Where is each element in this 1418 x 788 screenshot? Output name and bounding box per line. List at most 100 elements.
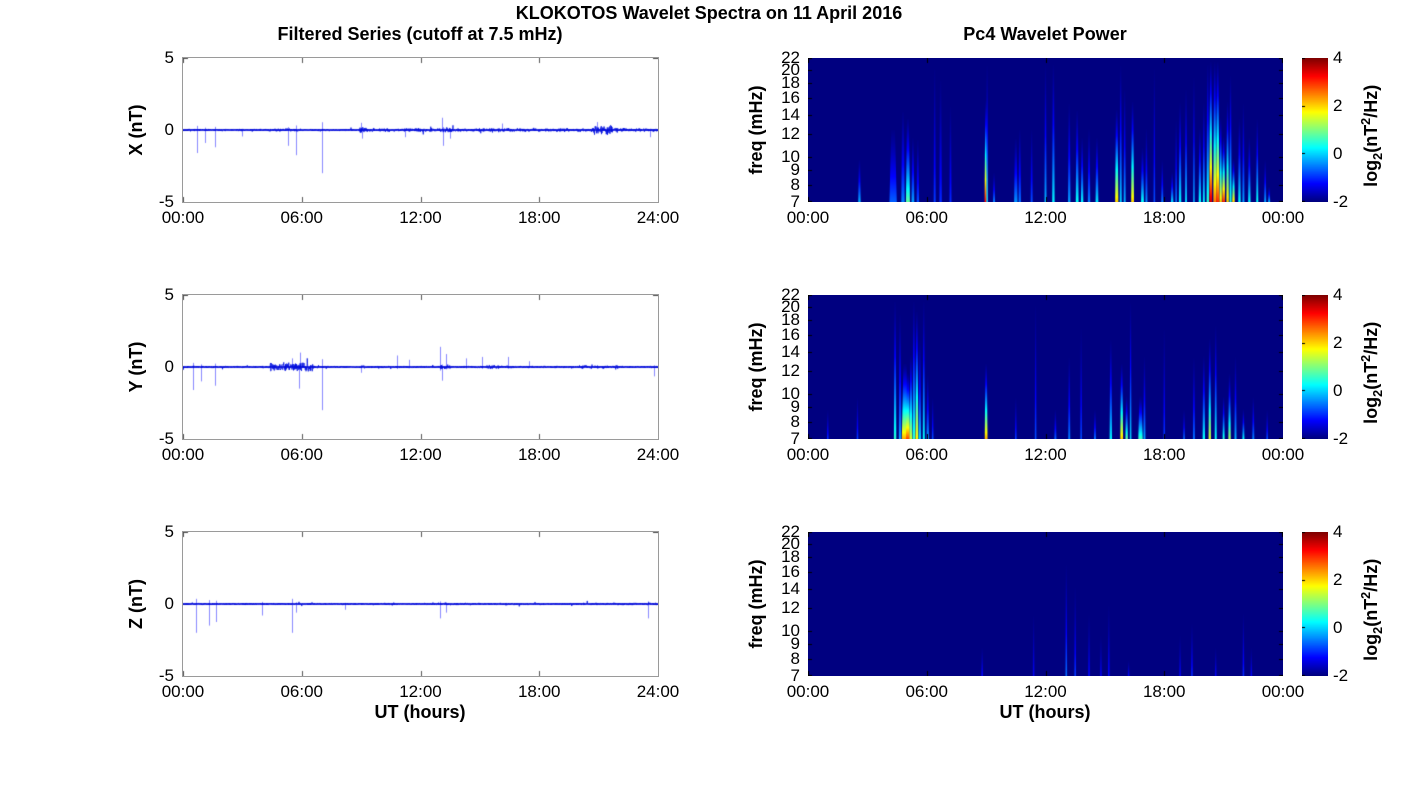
freq-tick-label: 18 [781, 310, 800, 330]
colorbar-tick-label: 2 [1333, 96, 1343, 115]
x-axis-label-right: UT (hours) [999, 702, 1091, 722]
series-panel-x [182, 57, 659, 203]
series-panel-y [182, 294, 659, 440]
x-tick-label-series: 18:00 [517, 682, 561, 701]
colorbar-z [1302, 532, 1328, 676]
x-tick-label-series: 18:00 [517, 208, 561, 227]
freq-tick-label: 20 [781, 533, 800, 553]
x-tick-label-wavelet: 06:00 [905, 445, 949, 464]
freq-tick-label: 8 [790, 649, 800, 669]
colorbar-tick-label: -2 [1333, 429, 1349, 448]
x-tick-label-series: 00:00 [161, 445, 205, 464]
colorbar-x [1302, 58, 1328, 202]
freq-tick-label: 10 [781, 384, 800, 404]
colorbar-gradient-z [1302, 532, 1328, 676]
figure-title: KLOKOTOS Wavelet Spectra on 11 April 201… [515, 3, 903, 23]
freq-tick-label: 22 [781, 522, 800, 541]
colorbar-tick-label: 4 [1333, 285, 1343, 304]
freq-tick-label: 14 [781, 104, 800, 124]
colorbar-tick-label: 0 [1333, 381, 1343, 400]
y-tick-label-series: 5 [164, 48, 174, 67]
x-tick-label-wavelet: 00:00 [786, 208, 830, 227]
wavelet-panel-z [808, 532, 1283, 676]
freq-tick-label: 8 [790, 412, 800, 432]
freq-tick-label: 16 [781, 88, 800, 108]
freq-tick-label: 12 [781, 361, 800, 381]
freq-tick-label: 9 [790, 397, 800, 417]
x-tick-label-series: 00:00 [161, 682, 205, 701]
freq-tick-label: 7 [790, 429, 800, 448]
freq-tick-label: 16 [781, 325, 800, 345]
freq-tick-label: 20 [781, 296, 800, 316]
freq-tick-label: 20 [781, 59, 800, 79]
x-tick-label-wavelet: 00:00 [1261, 208, 1305, 227]
y-tick-label-series: 5 [164, 522, 174, 541]
freq-tick-label: 7 [790, 666, 800, 685]
colorbar-tick-label: 4 [1333, 48, 1343, 67]
freq-tick-label: 9 [790, 634, 800, 654]
x-tick-label-wavelet: 00:00 [786, 682, 830, 701]
freq-tick-label: 22 [781, 285, 800, 304]
freq-tick-label: 10 [781, 621, 800, 641]
x-tick-label-wavelet: 12:00 [1024, 682, 1067, 701]
colorbar-gradient-x [1302, 58, 1328, 202]
x-tick-label-wavelet: 18:00 [1142, 208, 1186, 227]
x-tick-label-series: 12:00 [399, 445, 442, 464]
x-tick-label-series: 18:00 [517, 445, 561, 464]
x-tick-label-series: 12:00 [399, 682, 442, 701]
series-panel-z [182, 531, 659, 677]
freq-tick-label: 16 [781, 562, 800, 582]
colorbar-tick-label: 0 [1333, 618, 1343, 637]
wavelet-panel-x [808, 58, 1283, 202]
x-tick-label-series: 00:00 [161, 208, 205, 227]
y-tick-label-series: -5 [158, 429, 174, 448]
x-tick-label-series: 06:00 [280, 208, 324, 227]
x-tick-label-wavelet: 18:00 [1142, 445, 1186, 464]
x-tick-label-wavelet: 12:00 [1024, 208, 1067, 227]
freq-tick-label: 22 [781, 48, 800, 67]
x-tick-label-wavelet: 06:00 [905, 208, 949, 227]
colorbar-tick-label: -2 [1333, 666, 1349, 685]
colorbar-tick-label: 0 [1333, 144, 1343, 163]
x-axis-label-left: UT (hours) [374, 702, 466, 722]
left-column-title: Filtered Series (cutoff at 7.5 mHz) [277, 24, 563, 44]
wavelet-panel-y [808, 295, 1283, 439]
y-tick-label-series: 0 [164, 120, 174, 139]
colorbar-tick-label: 4 [1333, 522, 1343, 541]
wavelet-plot-x [808, 58, 1283, 202]
x-tick-label-series: 06:00 [280, 445, 324, 464]
colorbar-gradient-y [1302, 295, 1328, 439]
wavelet-plot-y [808, 295, 1283, 439]
x-tick-label-wavelet: 00:00 [1261, 682, 1305, 701]
freq-tick-label: 18 [781, 547, 800, 567]
x-tick-label-series: 24:00 [636, 208, 680, 227]
y-tick-label-series: 0 [164, 594, 174, 613]
x-tick-label-wavelet: 12:00 [1024, 445, 1067, 464]
freq-tick-label: 9 [790, 160, 800, 180]
freq-tick-label: 14 [781, 341, 800, 361]
colorbar-tick-label: -2 [1333, 192, 1349, 211]
series-plot-z [183, 532, 658, 676]
right-column-title: Pc4 Wavelet Power [963, 24, 1127, 44]
colorbar-tick-label: 2 [1333, 333, 1343, 352]
freq-tick-label: 10 [781, 147, 800, 167]
series-plot-y [183, 295, 658, 439]
freq-tick-label: 8 [790, 175, 800, 195]
x-tick-label-series: 06:00 [280, 682, 324, 701]
x-tick-label-series: 12:00 [399, 208, 442, 227]
freq-tick-label: 14 [781, 578, 800, 598]
x-tick-label-wavelet: 00:00 [1261, 445, 1305, 464]
x-tick-label-wavelet: 00:00 [786, 445, 830, 464]
x-tick-label-series: 24:00 [636, 682, 680, 701]
colorbar-y [1302, 295, 1328, 439]
freq-tick-label: 12 [781, 124, 800, 144]
series-plot-x [183, 58, 658, 202]
x-tick-label-wavelet: 06:00 [905, 682, 949, 701]
y-tick-label-series: 5 [164, 285, 174, 304]
colorbar-tick-label: 2 [1333, 570, 1343, 589]
x-tick-label-wavelet: 18:00 [1142, 682, 1186, 701]
wavelet-plot-z [808, 532, 1283, 676]
freq-tick-label: 18 [781, 73, 800, 93]
freq-tick-label: 12 [781, 598, 800, 618]
